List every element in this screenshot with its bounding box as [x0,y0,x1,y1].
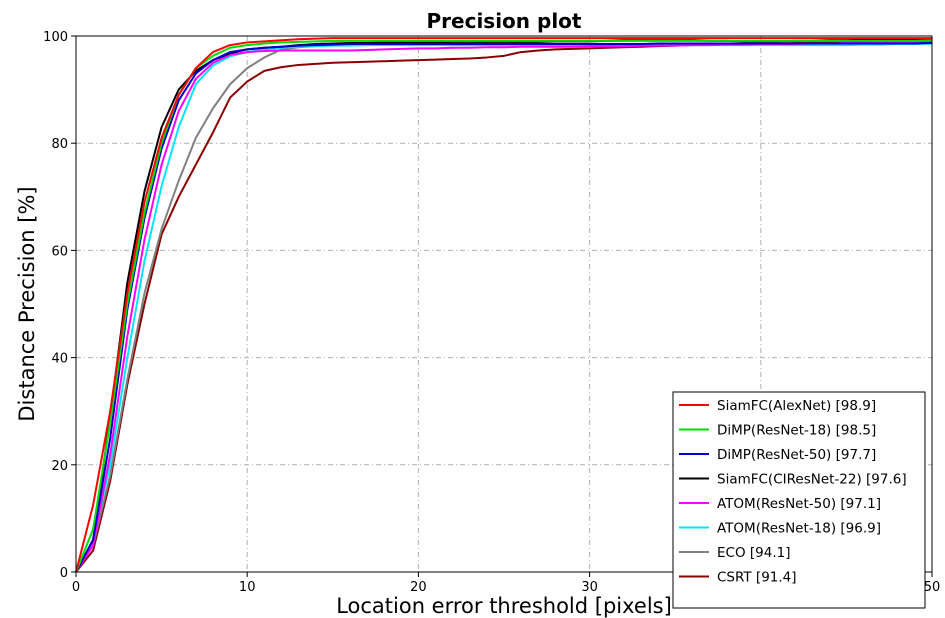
legend-label: ATOM(ResNet-50) [97.1] [717,496,881,512]
y-axis-label: Distance Precision [%] [15,186,39,421]
legend-label: DiMP(ResNet-50) [97.7] [717,447,876,463]
x-tick-label: 0 [72,580,80,595]
x-axis-label: Location error threshold [pixels] [336,594,672,618]
legend-label: SiamFC(AlexNet) [98.9] [717,398,876,414]
y-tick-label: 100 [43,30,68,45]
x-tick-label: 30 [581,580,598,595]
series-line [75,39,933,573]
legend-label: ATOM(ResNet-18) [96.9] [717,521,881,537]
x-tick-label: 50 [924,580,941,595]
y-tick-label: 40 [51,352,68,367]
legend-label: CSRT [91.4] [717,570,797,586]
x-tick-label: 10 [239,580,256,595]
y-tick-label: 60 [51,244,68,259]
y-axis: 0 20 40 60 80 100 [43,30,76,581]
legend: SiamFC(AlexNet) [98.9] DiMP(ResNet-18) [9… [672,391,926,609]
legend-label: SiamFC(CIResNet-22) [97.6] [717,472,907,488]
y-tick-label: 20 [51,459,68,474]
y-tick-label: 0 [60,566,68,581]
chart-title: Precision plot [427,9,582,33]
x-tick-label: 20 [410,580,427,595]
series-line [75,37,932,573]
series-line [75,41,933,573]
legend-box [672,391,926,609]
series-line [75,42,933,573]
legend-label: DiMP(ResNet-18) [98.5] [717,423,876,439]
data-lines [75,37,933,573]
plot-frame [75,35,933,573]
y-tick-label: 80 [51,137,68,152]
legend-label: ECO [94.1] [717,545,790,561]
